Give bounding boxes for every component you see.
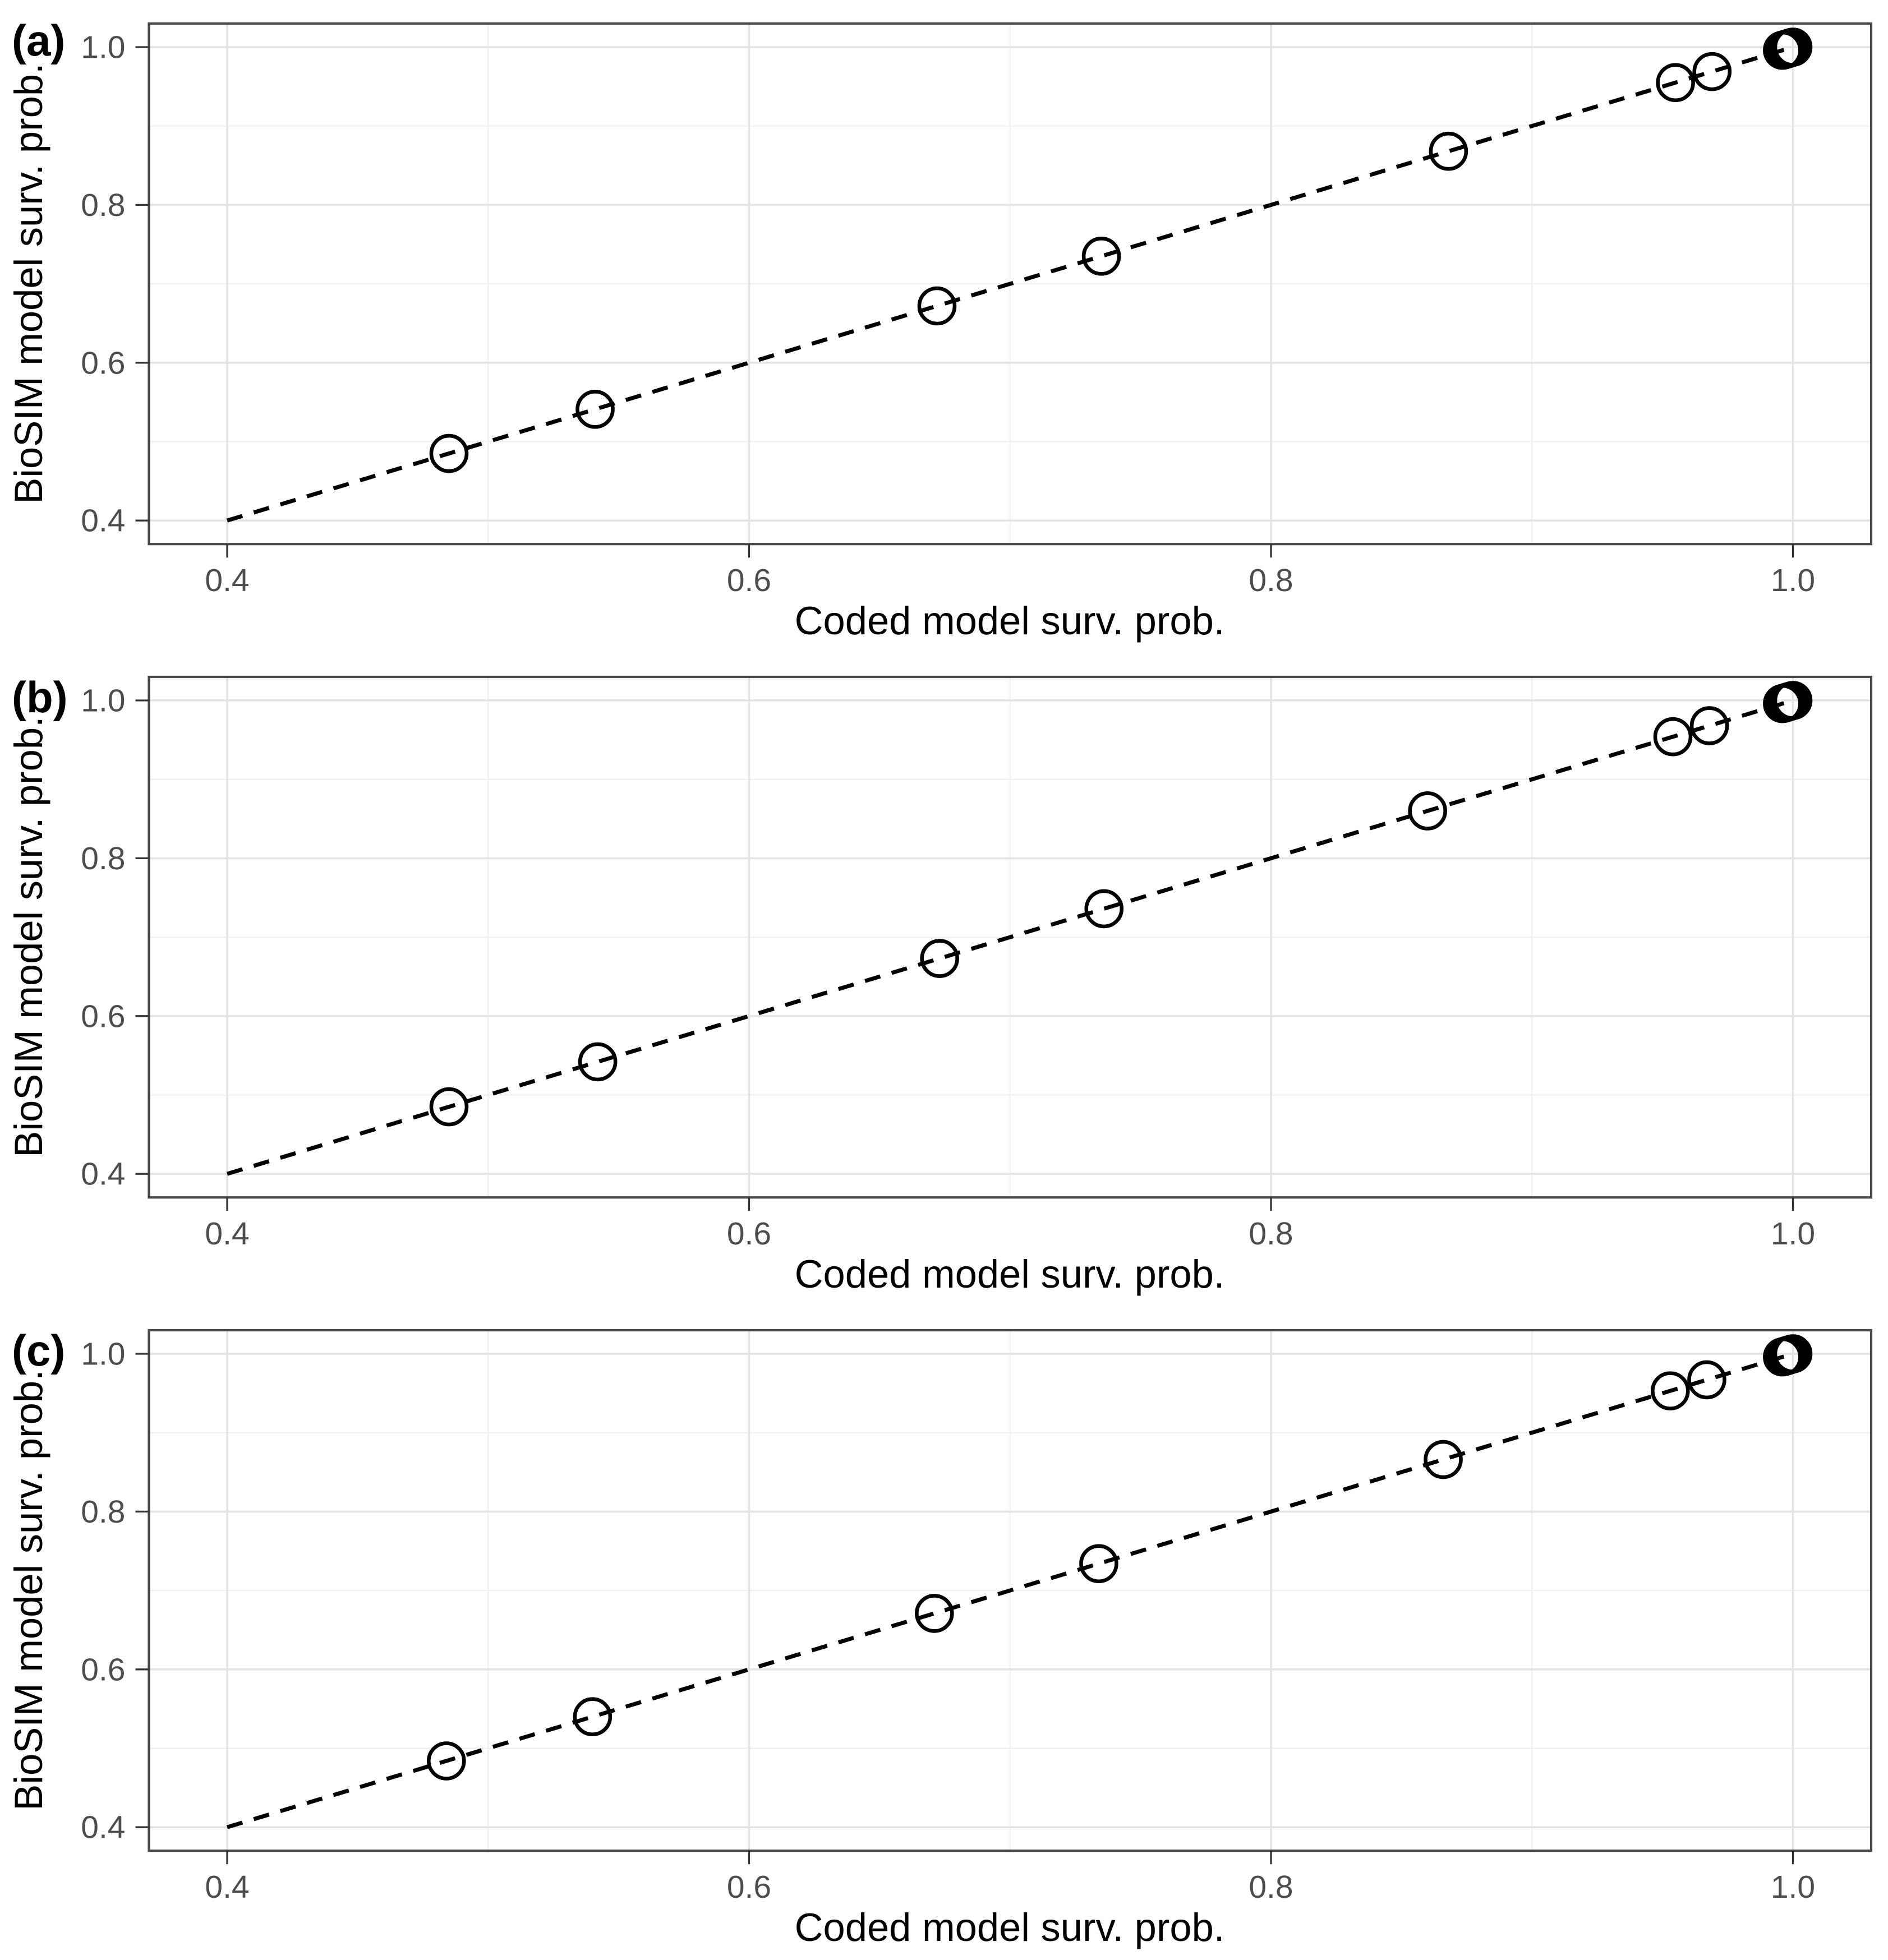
x-axis-title: Coded model surv. prob. xyxy=(795,1252,1225,1296)
identity-dashed-line xyxy=(226,698,1794,1176)
data-point xyxy=(920,939,959,978)
data-point xyxy=(1651,1371,1690,1410)
x-tick-label: 0.6 xyxy=(727,1869,771,1905)
data-point xyxy=(1687,1360,1726,1400)
data-point xyxy=(1692,52,1732,91)
y-tick-label: 0.6 xyxy=(81,998,125,1034)
y-tick-label: 0.8 xyxy=(81,841,125,877)
panel-label-a: (a) xyxy=(12,16,65,65)
y-axis-title: BioSIM model surv. prob. xyxy=(6,1369,50,1810)
y-tick-label: 0.6 xyxy=(81,1652,125,1687)
data-point xyxy=(575,390,615,429)
y-tick-label: 0.4 xyxy=(81,1810,125,1846)
data-point xyxy=(1656,63,1695,103)
identity-dashed-line xyxy=(226,1352,1794,1829)
y-tick-label: 0.6 xyxy=(81,345,125,381)
panel-c-plot-area: 0.4 0.6 0.8 1.0 0.4 0.6 0.8 1.0 xyxy=(81,1329,1873,1905)
x-axis-title: Coded model surv. prob. xyxy=(795,598,1225,643)
data-point xyxy=(1773,681,1813,720)
panel-b-chart: 0.4 0.6 0.8 1.0 0.4 0.6 0.8 1.0 (b) Coded model… xyxy=(0,653,1888,1307)
data-point xyxy=(1653,717,1693,757)
panel-border xyxy=(148,1329,1873,1852)
data-point xyxy=(1424,1440,1463,1479)
panel-a-chart: 0.4 0.6 0.8 1.0 0.4 0.6 0.8 1.0 (a) Coded model… xyxy=(0,0,1888,653)
y-axis-title: BioSIM model surv. prob. xyxy=(6,716,50,1157)
y-tick-label: 1.0 xyxy=(81,683,125,719)
data-point xyxy=(1408,791,1447,831)
x-tick-label: 0.4 xyxy=(205,562,249,598)
data-point xyxy=(1429,131,1468,171)
panel-border xyxy=(148,22,1873,546)
data-point xyxy=(1081,237,1121,276)
y-tick-label: 0.8 xyxy=(81,1494,125,1530)
x-axis-title: Coded model surv. prob. xyxy=(795,1905,1225,1949)
data-point xyxy=(1689,706,1729,745)
data-point xyxy=(573,1697,613,1737)
y-tick-label: 0.4 xyxy=(81,503,125,539)
x-tick-label: 0.8 xyxy=(1249,1869,1293,1905)
panel-label-c: (c) xyxy=(12,1326,65,1375)
data-point xyxy=(1084,889,1124,929)
panel-a-plot-area: 0.4 0.6 0.8 1.0 0.4 0.6 0.8 1.0 xyxy=(81,22,1873,598)
x-tick-label: 0.8 xyxy=(1249,1216,1293,1252)
panel-c-chart: 0.4 0.6 0.8 1.0 0.4 0.6 0.8 1.0 (c) Coded model… xyxy=(0,1307,1888,1960)
data-point xyxy=(427,1741,466,1781)
panel-b-plot-area: 0.4 0.6 0.8 1.0 0.4 0.6 0.8 1.0 xyxy=(81,675,1873,1252)
y-tick-label: 0.8 xyxy=(81,187,125,223)
data-point xyxy=(429,433,469,473)
x-tick-label: 1.0 xyxy=(1771,1869,1815,1905)
y-tick-label: 1.0 xyxy=(81,30,125,66)
panel-border xyxy=(148,675,1873,1199)
data-point xyxy=(1773,1334,1813,1373)
y-axis-title: BioSIM model surv. prob. xyxy=(6,63,50,504)
x-tick-label: 1.0 xyxy=(1771,562,1815,598)
x-tick-label: 0.4 xyxy=(205,1869,249,1905)
data-point xyxy=(429,1087,469,1127)
data-point xyxy=(1079,1544,1118,1584)
x-tick-label: 0.8 xyxy=(1249,562,1293,598)
x-tick-label: 0.6 xyxy=(727,562,771,598)
data-point xyxy=(1773,27,1813,67)
x-tick-label: 0.4 xyxy=(205,1216,249,1252)
x-tick-label: 1.0 xyxy=(1771,1216,1815,1252)
data-point xyxy=(915,1594,954,1633)
y-tick-label: 0.4 xyxy=(81,1156,125,1192)
x-tick-label: 0.6 xyxy=(727,1216,771,1252)
identity-dashed-line xyxy=(226,45,1794,523)
data-point xyxy=(917,286,957,326)
data-point xyxy=(578,1042,618,1082)
y-tick-label: 1.0 xyxy=(81,1336,125,1372)
panel-label-b: (b) xyxy=(12,672,68,722)
